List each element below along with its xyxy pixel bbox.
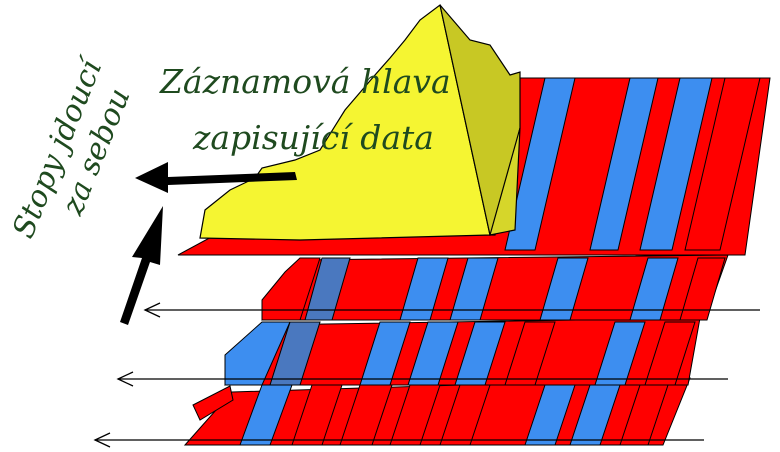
middle-stripe-4 xyxy=(454,321,506,386)
head-label-line1: Záznamová hlava xyxy=(160,62,451,101)
tape-layer-bottom xyxy=(183,377,691,446)
recording-head xyxy=(199,3,521,241)
upper-stripe-3 xyxy=(449,257,499,321)
head-label-line2: zapisující data xyxy=(193,118,434,157)
middle-stripe-6 xyxy=(594,321,646,386)
head-right-edge xyxy=(489,127,521,236)
track-sequence-arrow xyxy=(120,206,163,325)
middle-stripe-5 xyxy=(504,321,556,386)
track-arrow-3 xyxy=(93,432,111,448)
middle-stripe-2 xyxy=(359,321,411,386)
track-lines xyxy=(93,302,760,448)
motion-arrows xyxy=(120,162,297,325)
top-stripe-2 xyxy=(589,77,659,251)
middle-front-blue xyxy=(224,321,291,386)
middle-stripe-3 xyxy=(407,321,459,386)
tape-layer-upper xyxy=(261,254,729,321)
top-stripe-3 xyxy=(639,77,713,251)
top-stripe-1 xyxy=(504,77,576,251)
tape-layer-middle xyxy=(224,317,701,386)
middle-stripe-1 xyxy=(269,321,321,386)
upper-stripe-6 xyxy=(679,257,726,321)
upper-stripe-2 xyxy=(399,257,449,321)
write-direction-arrow xyxy=(135,162,297,193)
track-arrow-2 xyxy=(116,371,134,387)
upper-front-red xyxy=(261,257,321,321)
top-stripe-4 xyxy=(684,77,761,251)
upper-stripe-4 xyxy=(539,257,589,321)
upper-stripe-1 xyxy=(304,257,351,321)
middle-stripe-7 xyxy=(644,321,696,386)
bottom-front-edge xyxy=(192,385,234,421)
track-arrow-1 xyxy=(143,302,161,318)
upper-stripe-5 xyxy=(629,257,679,321)
